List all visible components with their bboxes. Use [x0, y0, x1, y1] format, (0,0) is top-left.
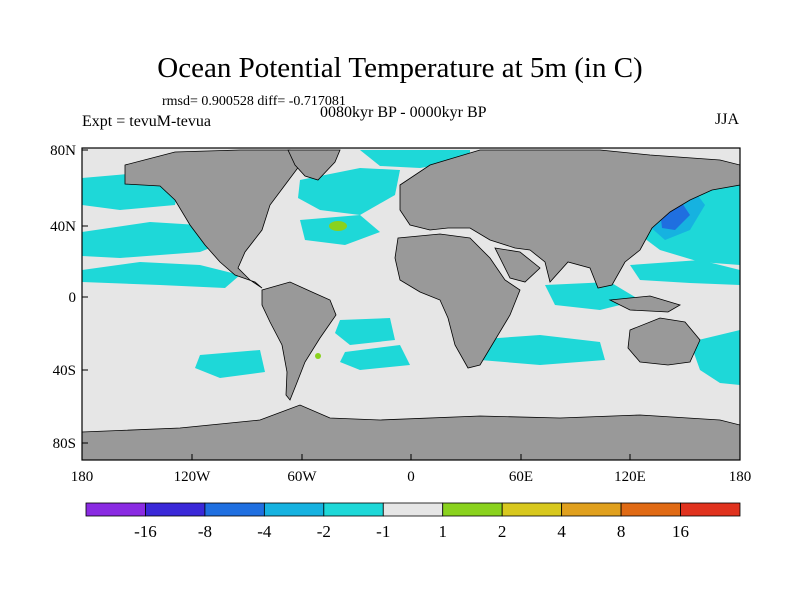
- anomaly-patch-e-pacific: [82, 262, 240, 288]
- colorbar-swatch: [145, 502, 206, 517]
- land-greenland: [287, 149, 341, 181]
- y-tick-label: 0: [69, 290, 77, 306]
- anomaly-patch-warm-patagonia: [315, 353, 321, 359]
- land-australia: [627, 317, 701, 366]
- anomaly-patch-ne-pacific: [82, 222, 230, 258]
- colorbar-label: -8: [198, 522, 212, 541]
- colorbar-swatch: [501, 502, 563, 517]
- anomaly-patch-warm-atlantic: [329, 221, 347, 231]
- colorbar-swatch: [85, 502, 146, 517]
- anomaly-patch-s-indian: [470, 335, 605, 365]
- colorbar-label: 16: [672, 522, 689, 541]
- anomaly-patch-south-atlantic-2: [340, 345, 410, 370]
- period-label: 0080kyr BP - 0000kyr BP: [320, 104, 487, 121]
- anomaly-patch-south-atlantic: [335, 318, 395, 345]
- y-tick-label: 80N: [50, 143, 76, 159]
- y-tick-label: 40S: [53, 363, 76, 379]
- anomaly-patch-sw-pacific: [690, 330, 740, 385]
- colorbar-label: -1: [376, 522, 390, 541]
- anomaly-patch-n-atlantic: [298, 168, 400, 215]
- anomaly-patch-kuroshio: [630, 260, 740, 285]
- season-label: JJA: [715, 111, 740, 128]
- colorbar-swatch: [263, 502, 325, 517]
- colorbar-swatch: [620, 502, 681, 517]
- colorbar-swatch: [382, 502, 444, 517]
- colorbar-label: 2: [498, 522, 507, 541]
- colorbar-swatch: [680, 502, 741, 517]
- x-tick-label: 180: [71, 469, 94, 485]
- land-indonesia: [608, 295, 681, 313]
- colorbar-label: 1: [438, 522, 447, 541]
- colorbar-label: 4: [557, 522, 566, 541]
- stats-label: rmsd= 0.900528 diff= -0.717081: [162, 94, 346, 109]
- colorbar: -16 -8 -4 -2 -1 1 2 4 8 16: [85, 502, 741, 541]
- y-tick-label: 80S: [53, 436, 76, 452]
- land-layer: [81, 149, 741, 461]
- land-africa: [394, 233, 521, 369]
- colorbar-swatch: [204, 502, 265, 517]
- x-tick-label: 60W: [287, 469, 317, 485]
- land-arabia: [494, 247, 541, 283]
- colorbar-swatch: [442, 502, 503, 517]
- tick-labels: 180 120W 60W 0 60E 120E 180 80N 40N 0 40S 80S: [50, 143, 751, 485]
- tick-marks: [81, 149, 741, 460]
- experiment-label: Expt = tevuM-tevua: [82, 113, 211, 130]
- map-title: Ocean Potential Temperature at 5m (in C): [157, 52, 643, 84]
- anomaly-patch-s-pacific: [195, 350, 265, 378]
- colorbar-label: 8: [617, 522, 626, 541]
- colorbar-swatch: [561, 502, 622, 517]
- colorbar-label: -4: [257, 522, 272, 541]
- land-eurasia: [399, 149, 741, 289]
- colorbar-label: -2: [317, 522, 331, 541]
- land-south-america: [261, 281, 337, 401]
- x-tick-label: 0: [407, 469, 415, 485]
- x-tick-label: 60E: [509, 469, 533, 485]
- x-tick-label: 120W: [174, 469, 212, 485]
- x-tick-label: 120E: [614, 469, 646, 485]
- y-tick-label: 40N: [50, 219, 76, 235]
- colorbar-swatch: [323, 502, 384, 517]
- colorbar-label: -16: [134, 522, 157, 541]
- x-tick-label: 180: [729, 469, 752, 485]
